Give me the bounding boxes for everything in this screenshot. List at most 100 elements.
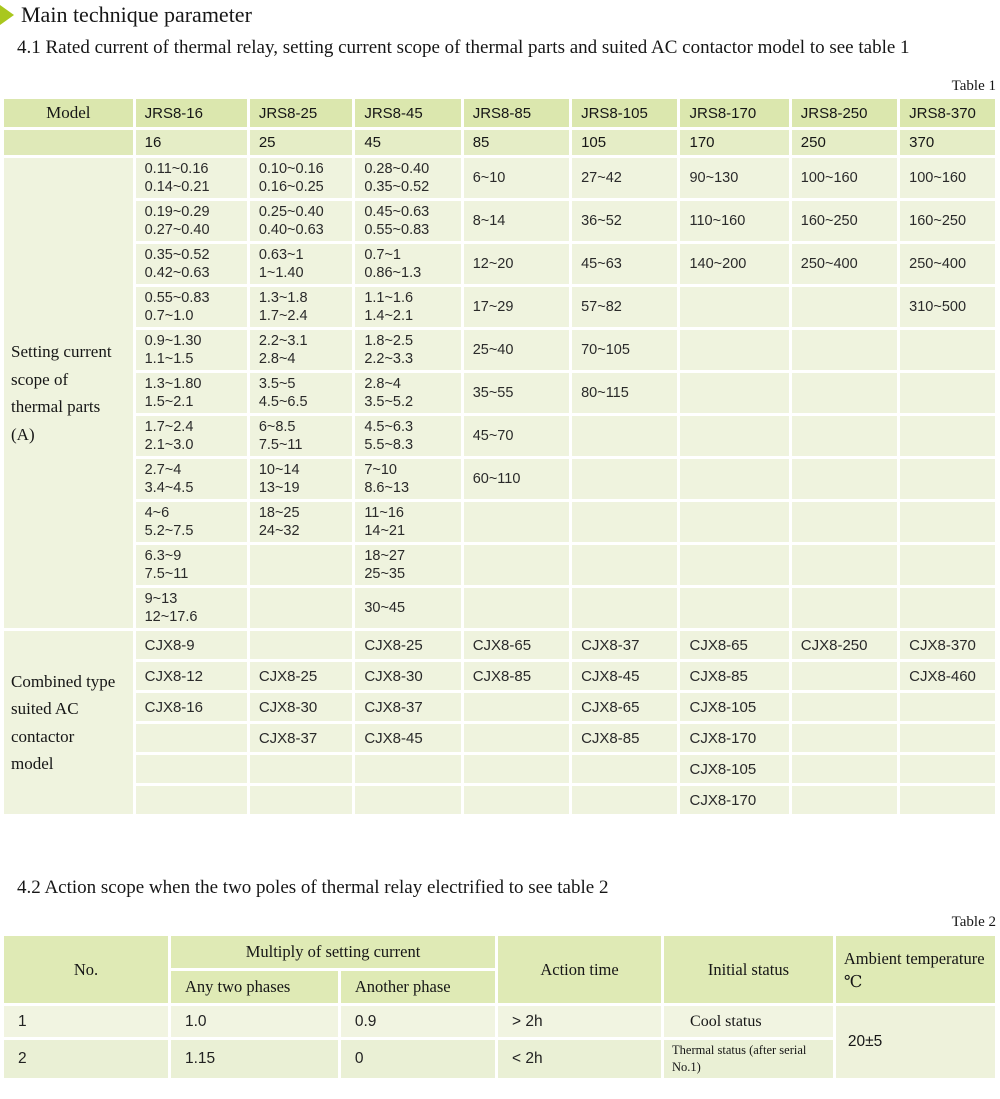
rated-current-cell: 250 — [791, 130, 898, 155]
rated-current-cell: 105 — [572, 130, 678, 155]
setting-scope-value-cell — [791, 459, 898, 499]
setting-scope-value-cell — [791, 373, 898, 413]
setting-scope-value-cell: 57~82 — [572, 287, 678, 327]
any-two-phases-header-cell: Any two phases — [170, 971, 338, 1003]
setting-scope-value-cell: 6~8.5 7.5~11 — [249, 416, 353, 456]
setting-scope-value-cell: 11~16 14~21 — [355, 502, 461, 542]
setting-scope-value-cell — [680, 287, 789, 327]
action-time-header-cell: Action time — [498, 936, 662, 1003]
setting-scope-value-cell — [791, 416, 898, 456]
table-row: 9~13 12~17.6 30~45 — [4, 588, 995, 628]
setting-scope-value-cell: 250~400 — [900, 244, 995, 284]
setting-scope-value-cell: 27~42 — [572, 158, 678, 198]
setting-scope-value-cell — [680, 502, 789, 542]
setting-scope-value-cell — [572, 588, 678, 628]
setting-scope-value-cell: 160~250 — [900, 201, 995, 241]
contactor-model-cell — [791, 724, 898, 752]
table-row: No. Multiply of setting current Action tim… — [4, 936, 995, 1003]
contactor-model-cell: CJX8-37 — [572, 631, 678, 659]
page-title: Main technique parameter — [0, 0, 1000, 27]
setting-scope-value-cell: 1.7~2.4 2.1~3.0 — [135, 416, 247, 456]
setting-scope-value-cell: 45~70 — [463, 416, 570, 456]
contactor-model-cell — [900, 786, 995, 814]
setting-scope-value-cell — [680, 459, 789, 499]
contactor-model-cell: CJX8-105 — [680, 693, 789, 721]
rated-current-cell: 25 — [249, 130, 353, 155]
contactor-model-cell — [249, 755, 353, 783]
setting-scope-value-cell: 140~200 — [680, 244, 789, 284]
model-header-cell: Model — [4, 99, 133, 127]
setting-scope-value-cell: 250~400 — [791, 244, 898, 284]
table-row: 4~6 5.2~7.5 18~25 24~32 11~16 14~21 — [4, 502, 995, 542]
contactor-model-cell — [900, 724, 995, 752]
table-row: 1.3~1.80 1.5~2.1 3.5~5 4.5~6.5 2.8~4 3.5~5.2 3… — [4, 373, 995, 413]
table2-caption: Table 2 — [951, 914, 996, 930]
contactor-model-cell — [355, 786, 461, 814]
setting-scope-value-cell: 1.8~2.5 2.2~3.3 — [355, 330, 461, 370]
contactor-model-cell: CJX8-170 — [680, 724, 789, 752]
setting-scope-value-cell: 110~160 — [680, 201, 789, 241]
contactor-model-cell: CJX8-250 — [791, 631, 898, 659]
any-two-phases-cell: 1.15 — [170, 1040, 338, 1078]
setting-scope-value-cell: 2.2~3.1 2.8~4 — [249, 330, 353, 370]
column-header-cell: JRS8-25 — [249, 99, 353, 127]
table-row: Any two phases Another phase — [4, 971, 995, 1003]
table-row: Setting current scope of thermal parts (A) 0… — [4, 158, 995, 628]
no-cell: 1 — [4, 1006, 168, 1037]
setting-scope-value-cell: 9~13 12~17.6 — [135, 588, 247, 628]
setting-scope-value-cell: 3.5~5 4.5~6.5 — [249, 373, 353, 413]
setting-scope-value-cell: 2.7~4 3.4~4.5 — [135, 459, 247, 499]
page-title-text: Main technique parameter — [21, 2, 252, 27]
contactor-model-cell — [791, 693, 898, 721]
setting-scope-value-cell — [900, 373, 995, 413]
setting-scope-value-cell — [791, 545, 898, 585]
setting-scope-value-cell: 0.55~0.83 0.7~1.0 — [135, 287, 247, 327]
setting-scope-value-cell — [680, 330, 789, 370]
table-row: 2 1.15 0 < 2h Thermal status (after serial N… — [4, 1040, 995, 1078]
rated-current-cell: 370 — [900, 130, 995, 155]
setting-scope-value-cell — [791, 588, 898, 628]
table-row: Model JRS8-16 JRS8-25 JRS8-45 JRS8-85 JRS8-10… — [4, 99, 995, 127]
any-two-phases-cell: 1.0 — [170, 1006, 338, 1037]
contactor-model-cell: CJX8-370 — [900, 631, 995, 659]
table-row: Combined type suited AC contactor model CJX8… — [4, 631, 995, 814]
contactor-model-cell: CJX8-37 — [355, 693, 461, 721]
setting-scope-value-cell: 100~160 — [791, 158, 898, 198]
setting-scope-label-cell: Setting current scope of thermal parts (A) — [4, 158, 133, 628]
setting-scope-value-cell: 36~52 — [572, 201, 678, 241]
table-row: CJX8-37 CJX8-45 CJX8-85 CJX8-170 — [4, 724, 995, 752]
setting-scope-value-cell — [900, 545, 995, 585]
setting-scope-value-cell: 18~27 25~35 — [355, 545, 461, 585]
setting-scope-value-cell — [680, 545, 789, 585]
contactor-model-cell: CJX8-65 — [680, 631, 789, 659]
contactor-model-cell — [463, 724, 570, 752]
contactor-model-cell: CJX8-170 — [680, 786, 789, 814]
initial-status-header-cell: Initial status — [664, 936, 833, 1003]
setting-scope-value-cell: 4~6 5.2~7.5 — [135, 502, 247, 542]
bullet-arrow-icon — [0, 5, 14, 25]
table1: Model JRS8-16 JRS8-25 JRS8-45 JRS8-85 JRS8-10… — [1, 96, 998, 817]
table-row: 1 1.0 0.9 > 2h Cool status 20±5 — [4, 1006, 995, 1078]
contactor-model-cell — [791, 662, 898, 690]
contactor-model-cell: CJX8-85 — [463, 662, 570, 690]
contactor-model-cell — [572, 755, 678, 783]
setting-scope-value-cell: 90~130 — [680, 158, 789, 198]
contactor-model-cell: CJX8-105 — [680, 755, 789, 783]
setting-scope-value-cell — [791, 502, 898, 542]
setting-scope-value-cell: 1.3~1.8 1.7~2.4 — [249, 287, 353, 327]
setting-scope-value-cell — [791, 287, 898, 327]
column-header-cell: JRS8-105 — [572, 99, 678, 127]
table-row: 6.3~9 7.5~11 18~27 25~35 — [4, 545, 995, 585]
no-cell: 2 — [4, 1040, 168, 1078]
table-row: 16 25 45 85 105 170 250 370 — [4, 130, 995, 155]
contactor-model-cell: CJX8-25 — [355, 631, 461, 659]
contactor-model-cell: CJX8-30 — [249, 693, 353, 721]
setting-scope-value-cell: 80~115 — [572, 373, 678, 413]
setting-scope-value-cell: 4.5~6.3 5.5~8.3 — [355, 416, 461, 456]
contactor-model-cell — [249, 786, 353, 814]
setting-scope-value-cell: 18~25 24~32 — [249, 502, 353, 542]
section-4-1-text: 4.1 Rated current of thermal relay, sett… — [17, 37, 910, 58]
contactor-model-cell: CJX8-45 — [355, 724, 461, 752]
setting-scope-value-cell: 0.28~0.40 0.35~0.52 — [355, 158, 461, 198]
setting-scope-value-cell: 0.10~0.16 0.16~0.25 — [249, 158, 353, 198]
